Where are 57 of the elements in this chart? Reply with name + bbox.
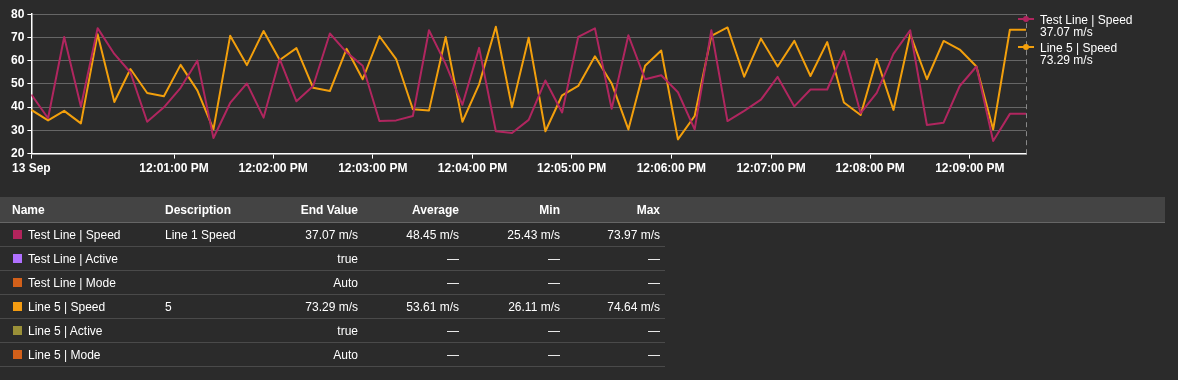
text: — <box>548 252 560 266</box>
y-tick-label: 40 <box>10 99 25 114</box>
y-tick-label: 70 <box>10 29 25 44</box>
text: true <box>336 324 358 338</box>
text: 25.43 m/s <box>507 228 560 242</box>
category-label: Line 5 | Mode <box>28 348 101 362</box>
legend-label: Line 5 | Speed 73.29 m/s <box>1040 41 1118 67</box>
y-tick-label: 80 <box>10 6 25 21</box>
text: Max <box>636 203 660 217</box>
text: Description <box>165 203 232 217</box>
category-label: 5 <box>165 300 172 314</box>
x-tick-label: 12:03:00 PM <box>338 161 408 176</box>
category-label: Test Line | Active <box>28 252 118 266</box>
text: — <box>447 276 459 290</box>
text: Auto <box>332 348 358 362</box>
text: 73.97 m/s <box>607 228 660 242</box>
legend-label: Test Line | Speed 37.07 m/s <box>1040 13 1133 39</box>
x-tick-label: 12:04:00 PM <box>437 161 508 176</box>
text: Auto <box>332 276 358 290</box>
text: — <box>648 276 660 290</box>
text: — <box>447 348 459 362</box>
x-tick-label: 12:06:00 PM <box>636 161 707 176</box>
text: 73.29 m/s <box>304 300 358 314</box>
x-tick-label: 12:09:00 PM <box>935 161 1005 176</box>
text: — <box>548 276 560 290</box>
text: — <box>447 324 459 338</box>
x-tick-label: 12:01:00 PM <box>139 161 209 176</box>
text: 37.07 m/s <box>304 228 358 242</box>
text: 48.45 m/s <box>406 228 459 242</box>
text: Name <box>12 203 45 217</box>
category-label: Test Line | Mode <box>28 276 116 290</box>
x-tick-label: 13 Sep <box>12 161 51 176</box>
text: 26.11 m/s <box>508 300 560 314</box>
y-tick-label: 20 <box>10 145 25 160</box>
x-tick-label: 12:08:00 PM <box>835 161 905 176</box>
text: — <box>548 324 560 338</box>
text: — <box>648 348 660 362</box>
y-tick-label: 30 <box>10 122 25 137</box>
y-tick-label: 60 <box>10 52 25 67</box>
category-label: Line 5 | Active <box>28 324 103 338</box>
category-label: Line 1 Speed <box>165 228 236 242</box>
category-label: Test Line | Speed <box>28 228 121 242</box>
x-tick-label: 12:02:00 PM <box>238 161 308 176</box>
text: Min <box>539 203 560 217</box>
text: 74.64 m/s <box>607 300 660 314</box>
category-label: Line 5 | Speed <box>28 300 106 314</box>
text: Average <box>412 203 459 217</box>
text: — <box>648 252 660 266</box>
text: — <box>548 348 560 362</box>
text: — <box>648 324 660 338</box>
text: — <box>447 252 459 266</box>
text: End Value <box>299 203 358 217</box>
text: 53.61 m/s <box>406 300 459 314</box>
x-tick-label: 12:07:00 PM <box>736 161 806 176</box>
text: true <box>336 252 358 266</box>
y-tick-label: 50 <box>10 76 25 91</box>
x-tick-label: 12:05:00 PM <box>536 161 607 176</box>
